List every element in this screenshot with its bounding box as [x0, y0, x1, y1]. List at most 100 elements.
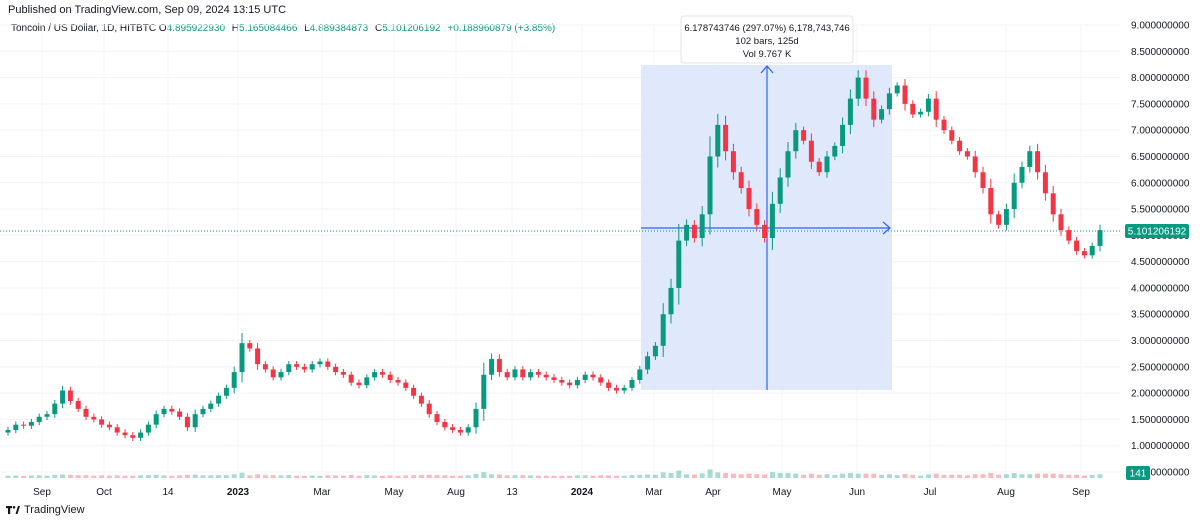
candle-body — [28, 422, 34, 426]
candle-body — [621, 387, 627, 391]
volume-bars — [5, 469, 1103, 478]
candle-body — [106, 424, 112, 428]
x-tick-label: Sep — [1072, 487, 1090, 498]
candle-body — [949, 130, 955, 141]
candle-body — [676, 240, 682, 288]
candle-body — [879, 109, 885, 120]
volume-bar — [192, 474, 198, 478]
volume-bar — [769, 472, 775, 478]
volume-bar — [364, 475, 370, 478]
volume-bar — [590, 475, 596, 478]
volume-bar — [606, 475, 612, 478]
volume-bar — [1097, 474, 1103, 478]
y-tick-label: 8.500000000 — [1131, 47, 1190, 58]
candle-body — [278, 372, 284, 378]
volume-bar — [894, 475, 900, 478]
candle-body — [723, 124, 729, 152]
candle-body — [184, 416, 190, 428]
volume-bar — [933, 473, 939, 478]
volume-bar — [153, 474, 159, 478]
volume-bar — [629, 475, 635, 478]
volume-bar — [972, 474, 978, 478]
volume-bar — [808, 473, 814, 478]
candle-body — [325, 361, 331, 367]
volume-bar — [535, 475, 541, 478]
volume-bar — [637, 474, 643, 478]
candle-body — [762, 224, 768, 238]
candle-body — [567, 382, 573, 386]
candlesticks — [5, 70, 1103, 441]
volume-bar — [801, 474, 807, 478]
volume-bar — [551, 475, 557, 478]
candle-body — [933, 98, 939, 120]
candle-body — [886, 93, 892, 110]
x-tick-label: May — [385, 487, 404, 498]
candle-body — [465, 427, 471, 433]
candle-body — [504, 372, 510, 378]
volume-bar — [879, 474, 885, 478]
candle-body — [816, 161, 822, 173]
volume-bar — [1027, 474, 1033, 478]
volume-bar — [208, 475, 214, 478]
volume-bar — [184, 474, 190, 478]
candle-body — [699, 214, 705, 238]
volume-bar — [840, 473, 846, 478]
volume-bar — [481, 472, 487, 478]
volume-bar — [925, 474, 931, 478]
volume-bar — [130, 475, 136, 478]
volume-bar — [372, 475, 378, 478]
volume-bar — [169, 475, 175, 478]
x-tick-label: Oct — [96, 487, 112, 498]
volume-bar — [5, 475, 11, 478]
price-label: 5.101206192 — [1128, 227, 1187, 238]
high-value: 5.165084466 — [239, 23, 298, 34]
close-value: 5.101206192 — [382, 23, 441, 34]
candle-body — [793, 130, 799, 152]
low-value: 4.889384873 — [309, 23, 369, 34]
y-tick-label: 3.000000000 — [1131, 336, 1190, 347]
volume-bar — [1019, 474, 1025, 478]
volume-bar — [988, 473, 994, 478]
tradingview-logo-icon — [6, 506, 20, 514]
candle-body — [13, 424, 19, 430]
candle-body — [294, 364, 300, 367]
candle-body — [145, 424, 151, 433]
candle-body — [1058, 214, 1064, 231]
volume-bar — [21, 475, 27, 478]
candle-body — [645, 356, 651, 370]
candle-body — [286, 364, 292, 373]
volume-bar — [652, 474, 658, 478]
candle-body — [36, 416, 42, 423]
candle-body — [309, 364, 315, 370]
volume-bar — [278, 475, 284, 478]
volume-bar — [442, 475, 448, 478]
symbol-title: Toncoin / US Dollar, 1D, HITBTC — [11, 23, 157, 34]
candle-body — [941, 119, 947, 131]
volume-bar — [886, 474, 892, 478]
volume-bar — [270, 475, 276, 478]
measure-line-3: Vol 9.767 K — [743, 49, 792, 60]
candle-body — [824, 156, 830, 173]
candle-body — [67, 390, 73, 402]
candle-body — [379, 372, 385, 375]
candle-body — [754, 209, 760, 225]
candle-body — [871, 98, 877, 120]
candle-body — [957, 140, 963, 152]
x-tick-label: 2023 — [227, 487, 250, 498]
volume-bar — [411, 475, 417, 478]
candle-body — [231, 372, 237, 388]
volume-bar — [1011, 473, 1017, 478]
low-label: L — [304, 23, 310, 34]
candle-body — [801, 130, 807, 141]
tradingview-branding[interactable]: TradingView — [6, 504, 85, 516]
candle-body — [317, 361, 323, 365]
candle-body — [910, 103, 916, 115]
y-tick-label: 6.500000000 — [1131, 152, 1190, 163]
volume-bar — [676, 470, 682, 478]
candle-body — [980, 172, 986, 189]
volume-bar — [754, 474, 760, 478]
volume-bar — [567, 475, 573, 478]
volume-bar — [957, 474, 963, 478]
volume-bar — [418, 475, 424, 478]
